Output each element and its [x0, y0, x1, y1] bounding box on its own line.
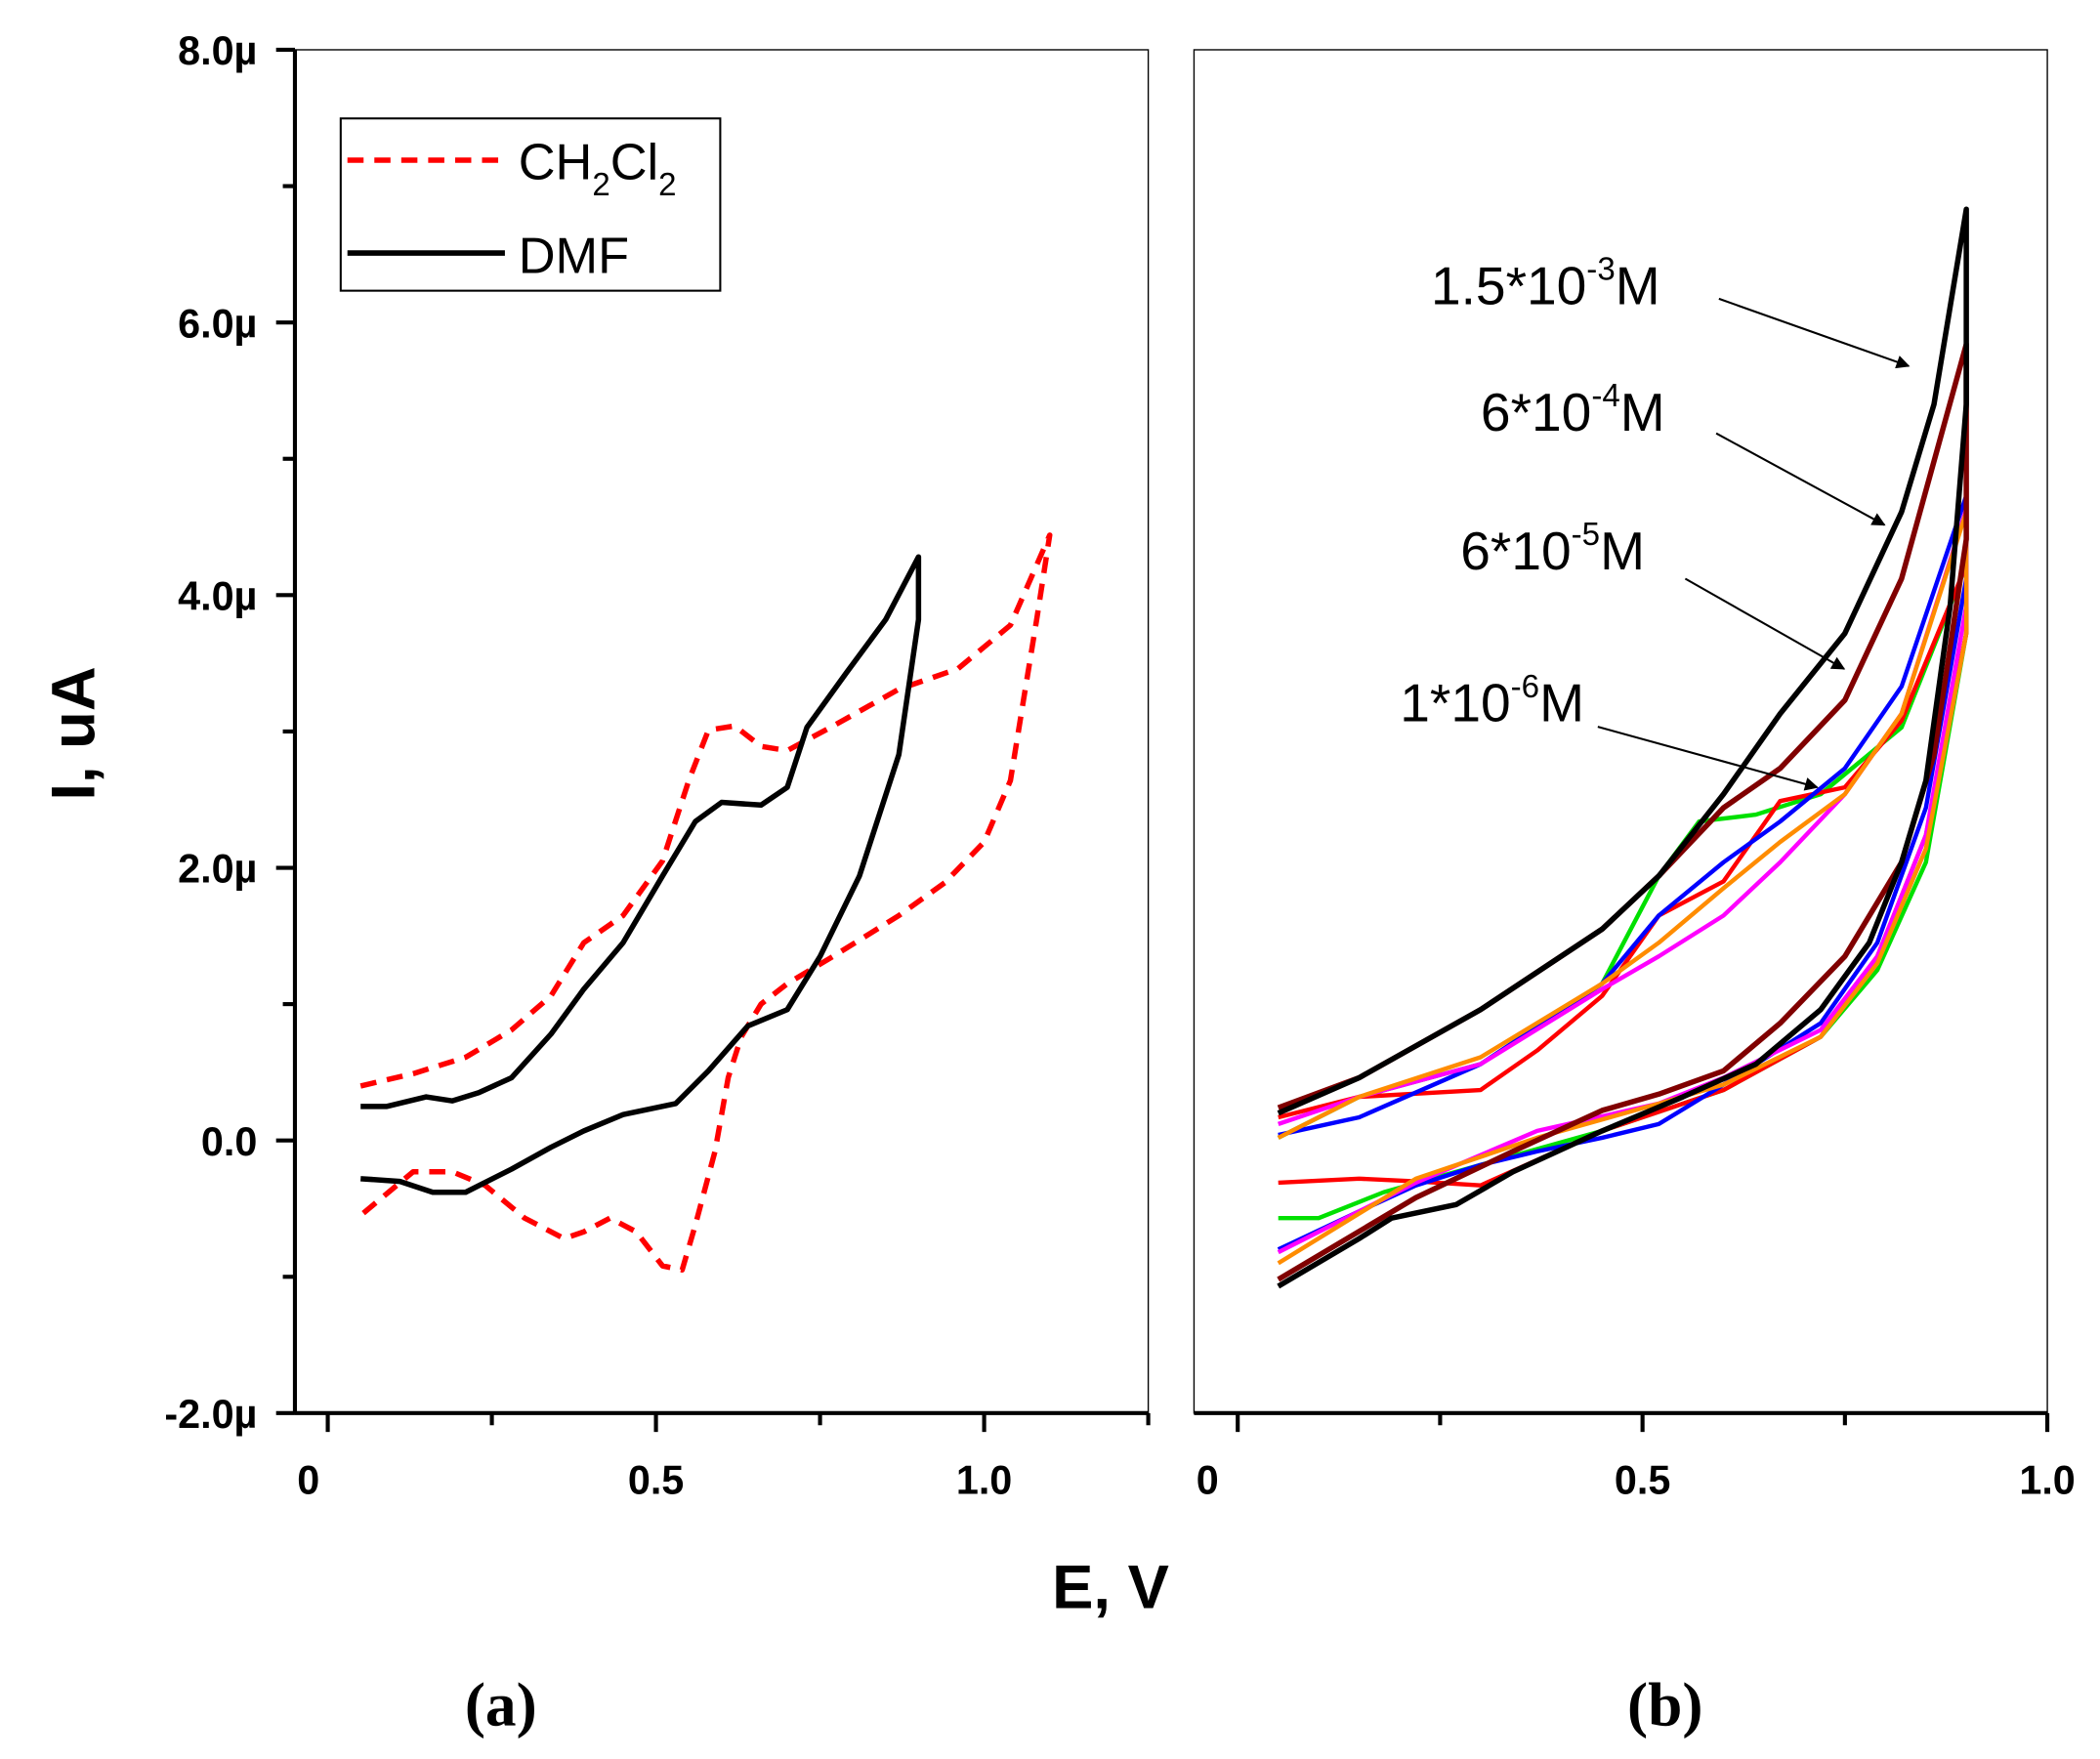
panel-label-a: (a)	[465, 1671, 537, 1739]
y-tick-label: 0.0	[201, 1119, 257, 1164]
x-tick-label: 0	[1197, 1458, 1219, 1503]
legend-label-dmf: DMF	[519, 229, 629, 285]
annotation-6e-5M: 6*10-5M	[1460, 517, 1645, 581]
panel-b: 0 0.5 1.0 1.5*10-3M 6*10-4M 6*10-5M 1*10-6…	[1193, 49, 2076, 1503]
legend-box	[339, 117, 722, 292]
legend-label-ch2cl2: CH2Cl2	[519, 134, 677, 203]
series-line-6-10-5-m	[1277, 493, 1969, 1252]
annotation-arrow-1-5e-3M	[1718, 297, 1911, 369]
x-axis-title: E, V	[1052, 1554, 1169, 1622]
series-line-dmf	[360, 554, 922, 1195]
y-axis-title: I, uA	[40, 666, 108, 800]
series-line-ch2cl2	[358, 532, 1053, 1274]
annotation-arrow-1e-6M	[1597, 726, 1819, 791]
x-tick-label: 1.0	[956, 1458, 1012, 1503]
panel-a: 0 0.5 1.0 8.0µ 6.0µ 4.0µ 2.0µ 0.0 -2.0µ CH2Cl2 D…	[164, 28, 1151, 1503]
legend: CH2Cl2 DMF	[339, 117, 722, 292]
x-tick-label: 0.5	[628, 1458, 684, 1503]
y-tick-label: 6.0µ	[178, 301, 257, 346]
y-tick-label: -2.0µ	[164, 1392, 257, 1437]
annotation-arrow-6e-5M	[1684, 577, 1846, 670]
panel-b-series	[1277, 206, 1969, 1289]
annotations: 1.5*10-3M 6*10-4M 6*10-5M 1*10-6M	[1400, 252, 1911, 791]
annotation-1-5e-3M: 1.5*10-3M	[1431, 252, 1660, 316]
x-tick-label: 1.0	[2019, 1458, 2075, 1503]
annotation-6e-4M: 6*10-4M	[1481, 378, 1665, 442]
x-tick-label: 0	[297, 1458, 319, 1503]
annotation-arrow-6e-4M	[1715, 432, 1886, 526]
panel-label-b: (b)	[1627, 1671, 1702, 1739]
series-line-1-5-10-3-m	[1277, 206, 1969, 1289]
x-tick-label: 0.5	[1615, 1458, 1670, 1503]
y-tick-label: 2.0µ	[178, 847, 257, 892]
y-tick-label: 8.0µ	[178, 28, 257, 73]
annotation-1e-6M: 1*10-6M	[1400, 669, 1584, 733]
panel-a-series	[358, 532, 1053, 1274]
y-tick-label: 4.0µ	[178, 573, 257, 618]
